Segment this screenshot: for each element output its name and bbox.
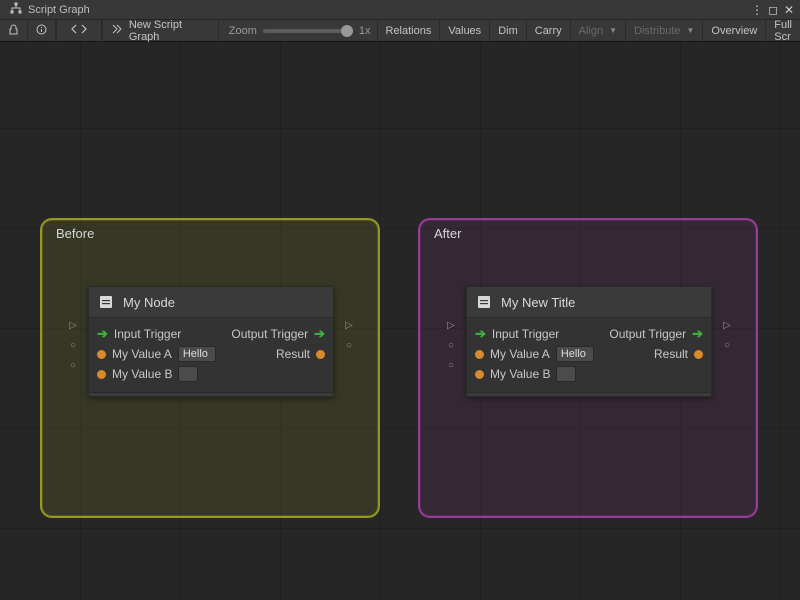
value-b-field[interactable] bbox=[178, 366, 198, 382]
graph-tree-icon bbox=[10, 2, 22, 17]
ext-value-in-icon bbox=[68, 340, 78, 350]
flow-out-icon[interactable]: ➔ bbox=[314, 326, 325, 342]
value-a-field[interactable]: Hello bbox=[178, 346, 216, 362]
value-port-icon[interactable] bbox=[97, 370, 106, 379]
zoom-slider[interactable] bbox=[263, 29, 353, 33]
port-row-value-a: My Value A Hello Result bbox=[475, 344, 703, 364]
info-button[interactable] bbox=[28, 20, 56, 42]
kebab-icon[interactable]: ⋮ bbox=[750, 3, 764, 17]
node-before[interactable]: My Node ➔ Input Trigger Output Trigger ➔ bbox=[88, 286, 334, 397]
maximize-icon[interactable]: ◻ bbox=[766, 3, 780, 17]
port-row-value-b: My Value B bbox=[475, 364, 703, 384]
flow-in-icon[interactable]: ➔ bbox=[97, 326, 108, 342]
ext-flow-out-icon bbox=[344, 320, 354, 330]
ext-value-out-icon bbox=[344, 340, 354, 350]
value-port-icon[interactable] bbox=[475, 350, 484, 359]
port-row-value-b: My Value B bbox=[97, 364, 325, 384]
node-body: ➔ Input Trigger Output Trigger ➔ My Valu… bbox=[467, 318, 711, 392]
port-label: Result bbox=[276, 347, 310, 361]
value-port-icon[interactable] bbox=[316, 350, 325, 359]
zoom-label: Zoom bbox=[229, 25, 257, 37]
info-icon bbox=[36, 24, 47, 38]
ext-value-in-icon bbox=[446, 340, 456, 350]
values-button[interactable]: Values bbox=[439, 20, 489, 42]
node-icon bbox=[97, 293, 115, 311]
chevron-down-icon: ▼ bbox=[609, 26, 617, 35]
ext-flow-in-icon bbox=[446, 320, 456, 330]
port-label: Output Trigger bbox=[609, 327, 686, 341]
node-title: My Node bbox=[123, 295, 175, 310]
distribute-button[interactable]: Distribute▼ bbox=[625, 20, 702, 42]
relations-button[interactable]: Relations bbox=[377, 20, 440, 42]
toolbar-right: Relations Values Dim Carry Align▼ Distri… bbox=[377, 20, 800, 42]
overview-button[interactable]: Overview bbox=[702, 20, 765, 42]
code-button[interactable] bbox=[57, 20, 102, 42]
group-title: Before bbox=[56, 226, 94, 241]
code-icon bbox=[71, 24, 87, 37]
zoom-group: Zoom 1x bbox=[219, 25, 377, 37]
graph-canvas[interactable]: Before My Node ➔ Input Trigger bbox=[0, 42, 800, 600]
toolbar: New Script Graph Zoom 1x Relations Value… bbox=[0, 20, 800, 42]
window-tab[interactable]: Script Graph bbox=[4, 0, 100, 19]
window-tab-label: Script Graph bbox=[28, 4, 90, 16]
port-label: My Value B bbox=[112, 367, 172, 381]
port-label: Input Trigger bbox=[114, 327, 181, 341]
align-button[interactable]: Align▼ bbox=[570, 20, 625, 42]
group-after[interactable]: After My New Title ➔ Input Trigger bbox=[418, 218, 758, 518]
port-label: Result bbox=[654, 347, 688, 361]
value-a-field[interactable]: Hello bbox=[556, 346, 594, 362]
fullscreen-button[interactable]: Full Scr bbox=[765, 20, 800, 42]
group-title: After bbox=[434, 226, 461, 241]
node-after[interactable]: My New Title ➔ Input Trigger Output Trig… bbox=[466, 286, 712, 397]
value-port-icon[interactable] bbox=[694, 350, 703, 359]
port-label: Output Trigger bbox=[231, 327, 308, 341]
node-footer bbox=[89, 392, 333, 396]
flow-out-icon[interactable]: ➔ bbox=[692, 326, 703, 342]
value-port-icon[interactable] bbox=[475, 370, 484, 379]
node-icon bbox=[475, 293, 493, 311]
group-before[interactable]: Before My Node ➔ Input Trigger bbox=[40, 218, 380, 518]
value-b-field[interactable] bbox=[556, 366, 576, 382]
window-controls: ⋮ ◻ ✕ bbox=[750, 3, 796, 17]
value-port-icon[interactable] bbox=[97, 350, 106, 359]
close-icon[interactable]: ✕ bbox=[782, 3, 796, 17]
port-label: My Value B bbox=[490, 367, 550, 381]
port-label: My Value A bbox=[490, 347, 550, 361]
port-label: My Value A bbox=[112, 347, 172, 361]
breadcrumb[interactable]: New Script Graph bbox=[103, 19, 219, 43]
ext-value-in-icon bbox=[68, 360, 78, 370]
graph-icon bbox=[111, 23, 123, 38]
flow-in-icon[interactable]: ➔ bbox=[475, 326, 486, 342]
ext-value-out-icon bbox=[722, 340, 732, 350]
dim-button[interactable]: Dim bbox=[489, 20, 526, 42]
node-header[interactable]: My Node bbox=[89, 287, 333, 318]
breadcrumb-label: New Script Graph bbox=[129, 19, 208, 43]
port-row-trigger: ➔ Input Trigger Output Trigger ➔ bbox=[475, 324, 703, 344]
ext-flow-in-icon bbox=[68, 320, 78, 330]
lock-icon bbox=[8, 24, 19, 38]
ext-value-in-icon bbox=[446, 360, 456, 370]
lock-button[interactable] bbox=[0, 20, 28, 42]
port-label: Input Trigger bbox=[492, 327, 559, 341]
node-header[interactable]: My New Title bbox=[467, 287, 711, 318]
ext-flow-out-icon bbox=[722, 320, 732, 330]
port-row-trigger: ➔ Input Trigger Output Trigger ➔ bbox=[97, 324, 325, 344]
title-bar: Script Graph ⋮ ◻ ✕ bbox=[0, 0, 800, 20]
carry-button[interactable]: Carry bbox=[526, 20, 570, 42]
zoom-value: 1x bbox=[359, 25, 371, 37]
node-body: ➔ Input Trigger Output Trigger ➔ My Valu… bbox=[89, 318, 333, 392]
port-row-value-a: My Value A Hello Result bbox=[97, 344, 325, 364]
chevron-down-icon: ▼ bbox=[687, 26, 695, 35]
node-footer bbox=[467, 392, 711, 396]
node-title: My New Title bbox=[501, 295, 575, 310]
